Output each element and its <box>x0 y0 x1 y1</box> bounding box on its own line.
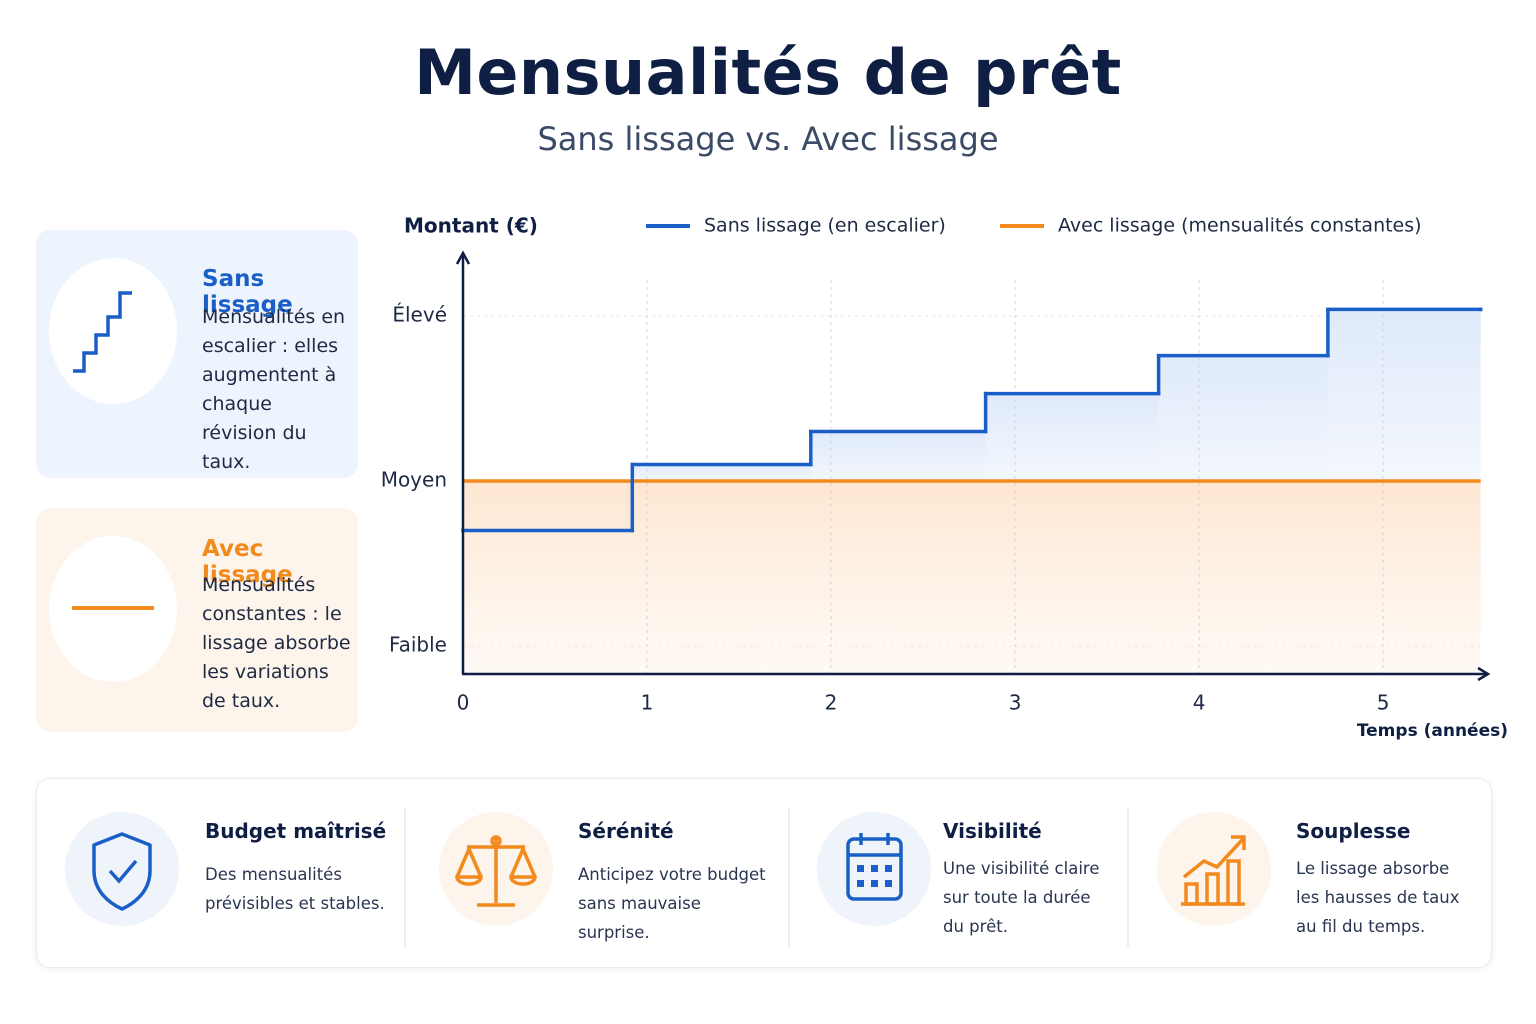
card-text: Mensualités en escalier : elles augmente… <box>202 306 346 473</box>
card-title: Sans lissage <box>202 266 293 318</box>
y-axis-arrow <box>455 250 471 265</box>
area-fill <box>1327 309 1481 481</box>
x-tick-label: 1 <box>641 691 654 715</box>
feature-title: Sérénité <box>578 819 674 843</box>
card: Sans lissage Mensualités en escalier : e… <box>36 230 358 478</box>
feature-text: Anticipez votre budget sans mauvaise sur… <box>578 865 766 942</box>
legend-label: Avec lissage (mensualités constantes) <box>1058 215 1422 237</box>
feature-text: Des mensualités prévisibles et stables. <box>205 865 385 913</box>
flat-icon <box>72 606 154 610</box>
y-tick-label: Moyen <box>381 467 447 491</box>
x-tick-label: 5 <box>1377 691 1390 715</box>
feature-title: Souplesse <box>1296 819 1411 843</box>
area-fill <box>985 393 1159 481</box>
legend-label: Sans lissage (en escalier) <box>704 215 946 237</box>
feature-title: Visibilité <box>943 819 1042 843</box>
feature-title: Budget maîtrisé <box>205 819 387 843</box>
area-fill <box>810 431 986 481</box>
y-tick-label: Élevé <box>392 303 447 327</box>
page-subtitle: Sans lissage vs. Avec lissage <box>537 120 999 158</box>
x-tick-label: 0 <box>457 691 470 715</box>
card-title: Avec lissage <box>202 536 293 588</box>
card: Avec lissage Mensualités constantes : le… <box>36 508 358 732</box>
card-text: Mensualités constantes : le lissage abso… <box>202 574 351 712</box>
features-panel: Budget maîtrisé Des mensualités prévisib… <box>36 778 1492 968</box>
area-fill <box>1158 355 1328 481</box>
icon-circle <box>49 258 177 404</box>
area-fill <box>463 480 1481 674</box>
x-axis-label: Temps (années) <box>1357 721 1508 741</box>
y-axis-label: Montant (€) <box>404 214 538 238</box>
x-tick-label: 3 <box>1009 691 1022 715</box>
stairs-icon <box>73 291 132 373</box>
x-tick-label: 4 <box>1193 691 1206 715</box>
feature-icons <box>65 807 1271 947</box>
feature-text: Une visibilité claire sur toute la durée… <box>943 859 1100 936</box>
chart: Montant (€) Temps (années) 0 1 2 3 4 5 Faible M… <box>381 214 1508 742</box>
feature-text: Le lissage absorbe les hausses de taux a… <box>1296 859 1460 936</box>
y-tick-label: Faible <box>389 632 447 656</box>
page-title: Mensualités de prêt <box>414 36 1122 109</box>
x-tick-label: 2 <box>825 691 838 715</box>
area-fill <box>632 464 811 481</box>
x-axis-arrow <box>1477 666 1491 682</box>
